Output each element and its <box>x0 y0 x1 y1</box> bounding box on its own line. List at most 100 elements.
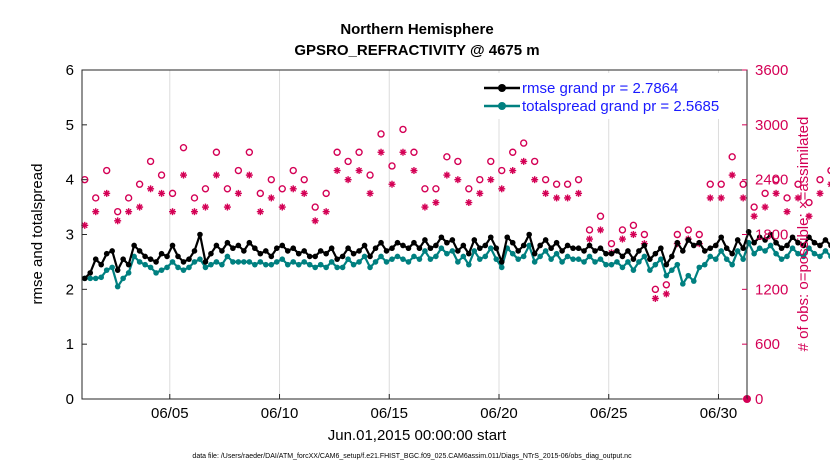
rmse-point <box>696 239 703 246</box>
obs-assimilated-point <box>651 294 659 302</box>
rmse-point <box>257 250 264 257</box>
totalspread-point <box>800 253 807 260</box>
y-tick-label-left: 0 <box>66 391 74 408</box>
totalspread-point <box>701 261 708 268</box>
totalspread-point <box>257 259 264 265</box>
obs-possible-point <box>212 148 221 156</box>
obs-possible-point <box>662 281 671 289</box>
obs-assimilated-point <box>509 167 517 175</box>
series-layer <box>81 125 830 403</box>
totalspread-point <box>460 253 467 260</box>
rmse-point <box>400 242 406 249</box>
rmse-point <box>241 248 247 254</box>
rmse-point <box>191 248 198 254</box>
obs-assimilated-point <box>289 185 297 193</box>
rmse-point <box>603 250 609 257</box>
totalspread-point <box>515 256 522 262</box>
totalspread-point <box>433 253 439 260</box>
totalspread-point <box>542 248 549 254</box>
totalspread-point <box>317 261 324 268</box>
totalspread-point <box>246 259 253 265</box>
totalspread-point <box>608 261 615 268</box>
obs-possible-point <box>640 230 649 239</box>
rmse-point <box>279 242 286 249</box>
rmse-point <box>784 242 790 249</box>
totalspread-point <box>361 253 368 260</box>
rmse-point <box>136 248 143 254</box>
obs-possible-point <box>333 148 341 156</box>
totalspread-point <box>597 256 604 262</box>
obs-assimilated-point <box>739 194 747 202</box>
totalspread-point <box>773 250 779 257</box>
totalspread-point <box>592 259 598 265</box>
rmse-point <box>811 239 818 246</box>
obs-assimilated-point <box>816 189 824 197</box>
rmse-point <box>328 245 335 252</box>
rmse-point <box>466 250 472 257</box>
rmse-point <box>669 253 675 260</box>
totalspread-point <box>767 242 774 249</box>
totalspread-point <box>789 245 796 252</box>
obs-assimilated-point <box>575 189 583 197</box>
totalspread-point <box>147 264 154 271</box>
rmse-point <box>81 275 88 282</box>
totalspread-point <box>186 264 192 271</box>
obs-assimilated-point <box>311 217 319 225</box>
obs-assimilated-point <box>465 199 473 207</box>
totalspread-point <box>383 259 390 265</box>
totalspread-point <box>444 250 450 257</box>
rmse-point <box>433 242 439 249</box>
obs-possible-point <box>366 171 374 179</box>
rmse-point <box>570 245 576 252</box>
obs-assimilated-point <box>410 167 418 175</box>
obs-possible-point <box>651 285 660 294</box>
totalspread-point <box>806 245 812 252</box>
totalspread-point <box>263 261 269 268</box>
rmse-point <box>153 259 159 265</box>
x-tick-label: 06/25 <box>590 405 628 422</box>
totalspread-point <box>367 264 373 271</box>
rmse-point <box>186 256 192 262</box>
totalspread-point <box>114 283 121 290</box>
obs-possible-point <box>201 185 210 193</box>
obs-assimilated-point <box>476 189 484 197</box>
totalspread-point <box>658 256 664 262</box>
totalspread-point <box>273 259 280 265</box>
obs-assimilated-point <box>597 226 605 234</box>
totalspread-point <box>493 256 500 262</box>
rmse-point <box>422 237 428 243</box>
rmse-point <box>734 237 741 243</box>
totalspread-point <box>455 259 461 265</box>
totalspread-point <box>723 256 730 262</box>
legend: rmse grand pr = 2.7864 totalspread grand… <box>478 73 744 119</box>
totalspread-point <box>740 256 746 262</box>
rmse-point <box>208 250 214 257</box>
obs-possible-point <box>245 148 254 156</box>
rmse-point <box>619 253 626 260</box>
totalspread-point <box>520 253 527 260</box>
rmse-point <box>246 239 253 246</box>
rmse-point <box>718 234 725 241</box>
totalspread-point <box>120 275 126 282</box>
obs-assimilated-point <box>136 203 144 211</box>
rmse-point <box>92 256 99 262</box>
obs-assimilated-point <box>805 212 813 220</box>
obs-possible-point <box>388 162 396 170</box>
rmse-point <box>372 245 379 252</box>
obs-possible-point <box>574 175 583 184</box>
totalspread-point <box>158 267 165 273</box>
obs-assimilated-point <box>706 194 714 202</box>
rmse-point <box>614 248 620 254</box>
obs-possible-point <box>311 203 319 211</box>
rmse-point <box>575 245 582 252</box>
rmse-point <box>460 242 467 249</box>
obs-assimilated-point <box>564 194 572 202</box>
rmse-point <box>636 248 642 254</box>
totalspread-point <box>652 261 659 268</box>
rmse-point <box>680 248 686 254</box>
obs-possible-point <box>179 143 188 152</box>
y-axis-label-left: rmse and totalspread <box>29 164 46 305</box>
obs-possible-point <box>465 185 473 193</box>
legend-spread-marker <box>498 102 506 110</box>
